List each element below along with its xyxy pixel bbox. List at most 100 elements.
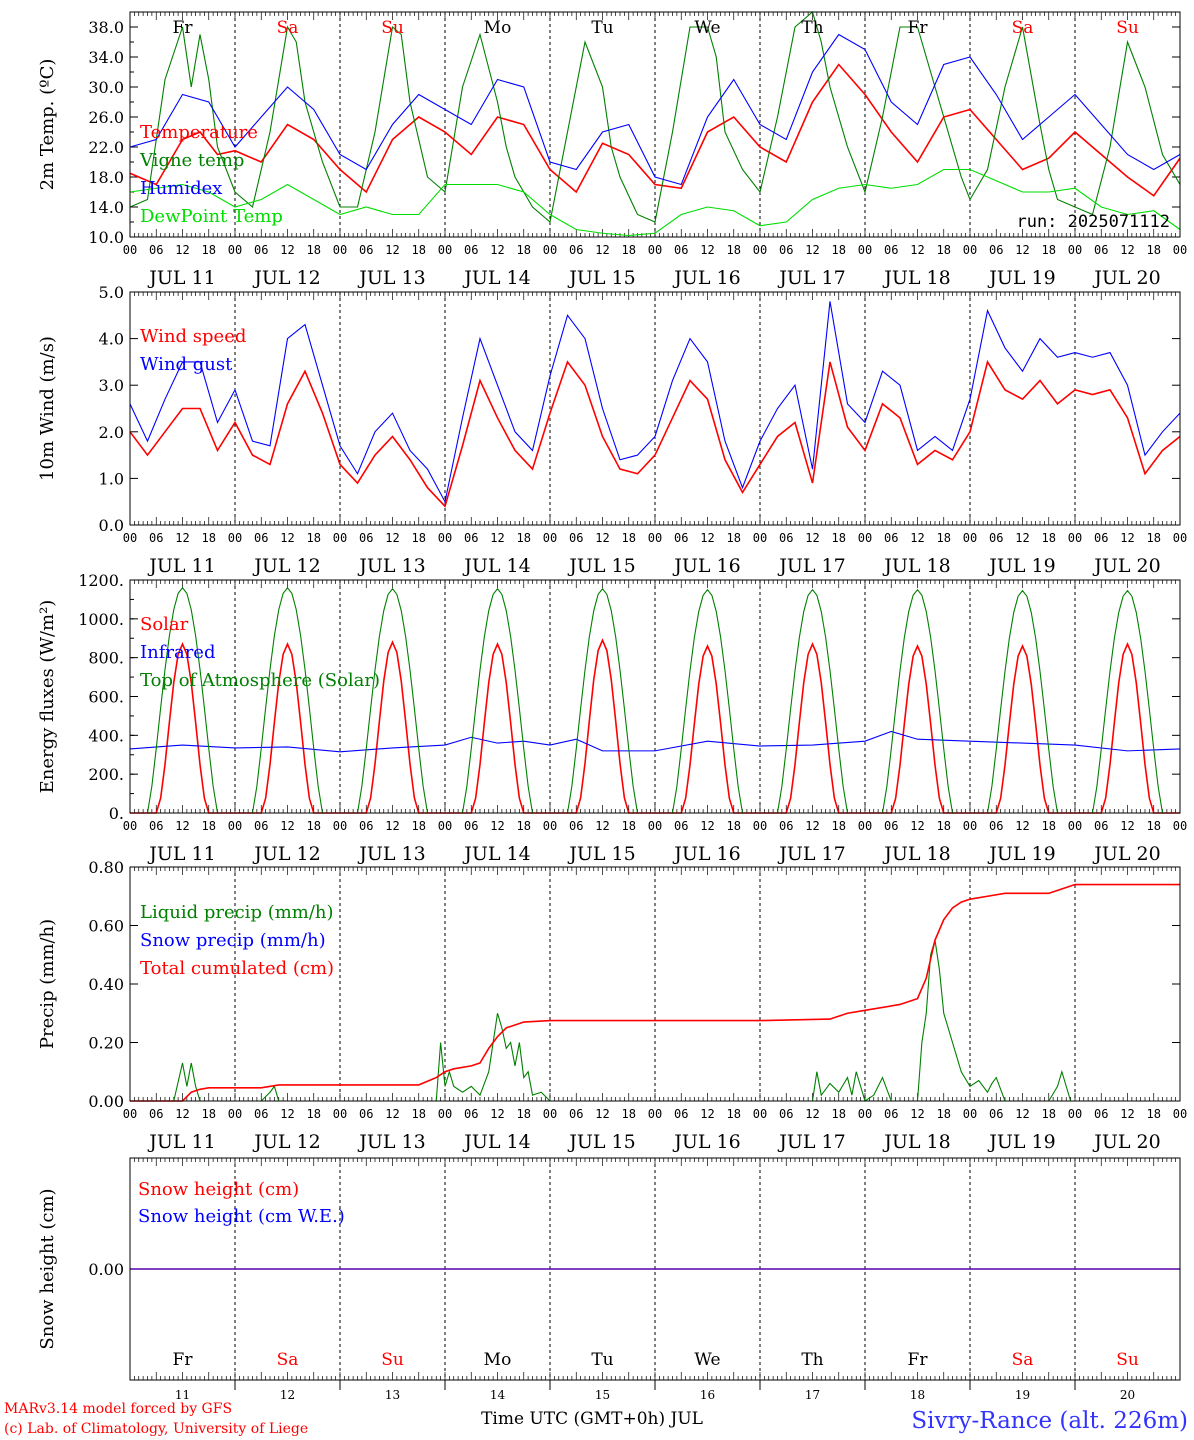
hour-label: 18 xyxy=(937,1107,951,1121)
station-label: Sivry-Rance (alt. 226m) xyxy=(911,1408,1188,1434)
hour-label: 18 xyxy=(622,1107,636,1121)
hour-label: 00 xyxy=(543,243,557,257)
date-label: JUL 14 xyxy=(462,1131,530,1153)
date-label: JUL 15 xyxy=(567,1131,635,1153)
hour-label: 18 xyxy=(412,1107,426,1121)
hour-label: 00 xyxy=(1068,819,1082,833)
hour-label: 06 xyxy=(989,1107,1003,1121)
plot-frame xyxy=(129,866,1181,1102)
weekday-label: Fr xyxy=(908,1350,929,1370)
hour-label: 12 xyxy=(805,819,819,833)
hour-label: 00 xyxy=(648,819,662,833)
weekday-label: We xyxy=(694,18,720,38)
day-number-label: 12 xyxy=(280,1388,295,1402)
hour-label: 18 xyxy=(727,819,741,833)
hour-label: 00 xyxy=(648,531,662,545)
day-number-label: 16 xyxy=(700,1388,715,1402)
hour-label: 18 xyxy=(307,819,321,833)
hour-label: 12 xyxy=(175,243,189,257)
hour-label: 06 xyxy=(359,243,373,257)
legend-entry: Wind gust xyxy=(140,354,233,375)
hour-label: 06 xyxy=(149,819,163,833)
hour-label: 12 xyxy=(805,1107,819,1121)
hour-label: 00 xyxy=(333,1107,347,1121)
y-tick-label: 0. xyxy=(109,804,124,823)
hour-label: 00 xyxy=(1173,1107,1187,1121)
hour-label: 12 xyxy=(910,243,924,257)
date-label: JUL 17 xyxy=(777,843,845,865)
hour-label: 06 xyxy=(254,1107,268,1121)
hour-label: 12 xyxy=(1015,819,1029,833)
date-label: JUL 11 xyxy=(147,267,215,289)
hour-label: 12 xyxy=(595,531,609,545)
date-label: JUL 17 xyxy=(777,1131,845,1153)
hour-label: 06 xyxy=(779,819,793,833)
hour-label: 12 xyxy=(385,243,399,257)
hour-label: 18 xyxy=(1147,819,1161,833)
hour-label: 06 xyxy=(464,243,478,257)
hour-label: 18 xyxy=(727,1107,741,1121)
hour-label: 00 xyxy=(543,1107,557,1121)
hour-label: 06 xyxy=(989,531,1003,545)
hour-label: 00 xyxy=(648,1107,662,1121)
hour-label: 00 xyxy=(228,243,242,257)
y-tick-label: 600. xyxy=(88,688,124,707)
y-tick-label: 800. xyxy=(88,649,124,668)
hour-label: 18 xyxy=(307,531,321,545)
day-number-label: 17 xyxy=(805,1388,820,1402)
date-label: JUL 13 xyxy=(357,843,425,865)
hour-label: 12 xyxy=(1015,243,1029,257)
hour-label: 12 xyxy=(175,531,189,545)
hour-label: 18 xyxy=(412,531,426,545)
hour-label: 12 xyxy=(805,243,819,257)
date-label: JUL 20 xyxy=(1092,843,1160,865)
y-tick-label: 22.0 xyxy=(88,138,124,157)
hour-label: 06 xyxy=(674,1107,688,1121)
series-liquid-precip-mm-h- xyxy=(130,939,1180,1102)
date-label: JUL 15 xyxy=(567,555,635,577)
hour-label: 06 xyxy=(989,243,1003,257)
hour-label: 00 xyxy=(123,531,137,545)
date-label: JUL 19 xyxy=(987,555,1055,577)
y-tick-label: 1.0 xyxy=(99,469,124,488)
legend-entry: Liquid precip (mm/h) xyxy=(140,902,334,923)
date-label: JUL 12 xyxy=(252,555,320,577)
hour-label: 18 xyxy=(1042,1107,1056,1121)
weekday-label: Sa xyxy=(277,1350,299,1370)
legend-entry: Humidex xyxy=(140,178,222,199)
hour-label: 06 xyxy=(359,1107,373,1121)
hour-label: 00 xyxy=(543,531,557,545)
hour-label: 06 xyxy=(779,1107,793,1121)
y-tick-label: 14.0 xyxy=(88,198,124,217)
hour-label: 00 xyxy=(858,531,872,545)
hour-label: 00 xyxy=(333,531,347,545)
hour-label: 00 xyxy=(123,1107,137,1121)
day-number-label: 18 xyxy=(910,1388,925,1402)
legend-entry: Solar xyxy=(140,614,189,635)
hour-label: 06 xyxy=(359,531,373,545)
hour-label: 06 xyxy=(464,1107,478,1121)
date-label: JUL 15 xyxy=(567,843,635,865)
hour-label: 06 xyxy=(149,243,163,257)
hour-label: 00 xyxy=(648,243,662,257)
date-label: JUL 19 xyxy=(987,843,1055,865)
hour-label: 00 xyxy=(1068,1107,1082,1121)
legend-entry: Snow height (cm) xyxy=(138,1179,299,1200)
hour-label: 18 xyxy=(832,1107,846,1121)
date-label: JUL 14 xyxy=(462,843,530,865)
hour-label: 18 xyxy=(622,819,636,833)
hour-label: 00 xyxy=(963,819,977,833)
hour-label: 00 xyxy=(438,531,452,545)
hour-label: 00 xyxy=(963,531,977,545)
hour-label: 18 xyxy=(622,243,636,257)
date-label: JUL 16 xyxy=(672,1131,740,1153)
hour-label: 12 xyxy=(700,1107,714,1121)
date-label: JUL 13 xyxy=(357,1131,425,1153)
hour-label: 00 xyxy=(963,1107,977,1121)
hour-label: 12 xyxy=(805,531,819,545)
hour-label: 00 xyxy=(438,243,452,257)
series-wind-speed xyxy=(129,359,1181,508)
hour-label: 18 xyxy=(202,243,216,257)
hour-label: 00 xyxy=(858,819,872,833)
